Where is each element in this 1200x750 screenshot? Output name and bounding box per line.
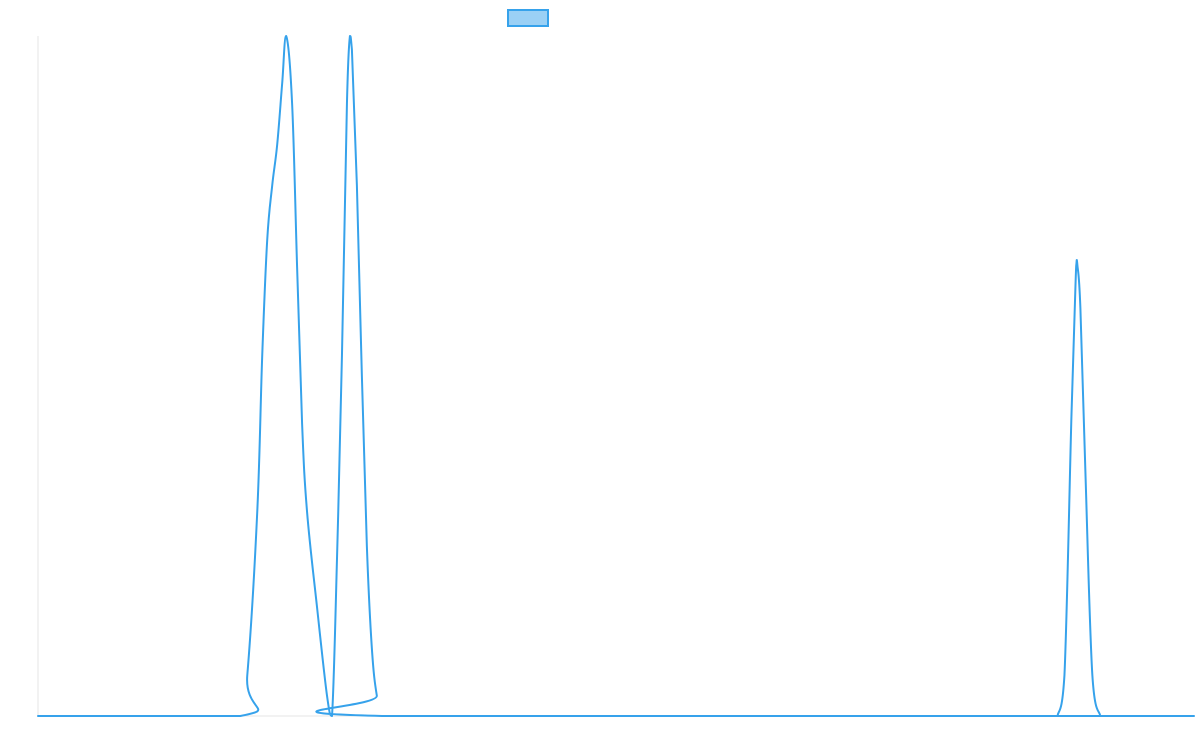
plot-area — [37, 35, 1195, 718]
axes — [37, 36, 1194, 717]
series-line-2 — [1056, 258, 1102, 717]
legend-swatch[interactable] — [507, 9, 549, 27]
series-line-1 — [37, 35, 1195, 718]
legend[interactable] — [507, 9, 549, 27]
